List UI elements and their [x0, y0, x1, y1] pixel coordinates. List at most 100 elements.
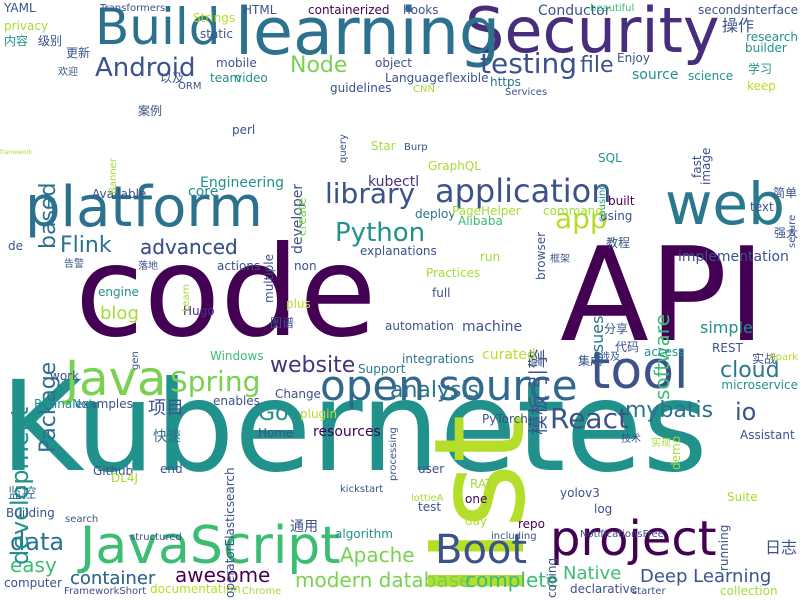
word-cloud-word: Spark	[769, 352, 798, 363]
word-cloud-word: Flink	[60, 233, 112, 258]
word-cloud-word: flexible	[445, 71, 489, 85]
word-cloud-word: Learn	[181, 283, 192, 312]
word-cloud-word: 以及	[160, 71, 185, 85]
word-cloud-word: Building	[6, 506, 55, 520]
word-cloud-word: RetinaNet	[34, 397, 94, 411]
word-cloud-word: https	[490, 75, 521, 89]
word-cloud-word: Apache	[340, 543, 415, 567]
word-cloud-word: image	[699, 147, 713, 185]
word-cloud-word: based	[36, 182, 61, 249]
word-cloud-word: modern database	[295, 568, 472, 592]
word-cloud-word: 案例	[138, 104, 163, 118]
word-cloud-word: 落地	[138, 261, 158, 272]
word-cloud-word: demo	[669, 436, 683, 471]
word-cloud-word: 更新	[66, 46, 91, 60]
word-cloud-word: collection	[720, 584, 778, 598]
word-cloud-word: SQL	[598, 151, 622, 165]
word-cloud-word: Boot	[435, 527, 528, 573]
word-cloud-word: log	[594, 502, 613, 516]
word-cloud-word: easy	[10, 553, 57, 577]
word-cloud-word: operatorElasticsearch	[223, 467, 237, 598]
word-cloud-word: Strings	[193, 11, 236, 25]
word-cloud-word: 监控	[8, 486, 36, 502]
word-cloud-word: 告警	[64, 259, 84, 270]
word-cloud-word: advanced	[140, 235, 238, 259]
word-cloud-word: PageHelper	[452, 204, 521, 218]
word-cloud-word: Enjoy	[617, 51, 650, 65]
word-cloud-word: Star	[371, 139, 396, 153]
word-cloud-word: Build	[95, 0, 221, 56]
word-cloud-word: 集成	[578, 354, 603, 368]
word-cloud-word: Go	[258, 401, 289, 426]
word-cloud-word: Burp	[404, 142, 428, 153]
word-cloud-word: multiple	[262, 253, 276, 303]
word-cloud-word: CNN	[413, 84, 435, 95]
word-cloud-word: analysis	[390, 378, 480, 403]
word-cloud-word: 图谱	[270, 316, 295, 330]
word-cloud-word: perl	[232, 123, 256, 137]
word-cloud-word: Assistant	[740, 428, 795, 442]
word-cloud-word: Chrome	[242, 586, 282, 597]
word-cloud-word: search	[65, 514, 99, 525]
word-cloud-word: test	[418, 500, 442, 514]
word-cloud-word: explanations	[360, 244, 437, 258]
word-cloud-word: Support	[358, 362, 406, 376]
word-cloud-word: learning	[235, 0, 501, 70]
word-cloud-word: lottieA	[411, 493, 444, 504]
word-cloud-word: 实现	[651, 438, 671, 449]
word-cloud-word: 学习	[748, 62, 773, 76]
word-cloud-word: Home	[258, 426, 294, 440]
word-cloud-word: end	[160, 462, 183, 476]
word-cloud-word: interface	[744, 3, 798, 17]
word-cloud-word: query	[338, 133, 349, 163]
word-cloud-word: cloud	[720, 358, 780, 383]
word-cloud-word: Security	[465, 0, 720, 67]
word-cloud-word: Services	[505, 87, 548, 98]
word-cloud-word: day	[465, 514, 488, 528]
word-cloud-word: API	[560, 219, 766, 371]
word-cloud-word: create	[295, 197, 309, 236]
word-cloud-word: container	[70, 568, 156, 589]
word-cloud-word: tool	[590, 341, 689, 401]
word-cloud-word: blog	[100, 303, 139, 324]
word-cloud-word: secure	[787, 214, 798, 248]
word-cloud-word: resources	[313, 424, 381, 440]
word-cloud-word: website	[270, 353, 356, 378]
word-cloud-word: Spring	[170, 365, 261, 398]
word-cloud-word: 通用	[290, 519, 318, 535]
word-cloud-word: Java	[65, 351, 167, 407]
word-cloud-word: platform	[25, 175, 263, 240]
word-cloud-word: computer	[4, 576, 62, 590]
word-cloud-word: 级别	[38, 34, 63, 48]
word-cloud-word: DL4J	[111, 471, 139, 485]
word-cloud-word: built	[608, 194, 635, 208]
word-cloud-word: research	[746, 30, 798, 44]
word-cloud-word: 欢迎	[58, 67, 78, 78]
word-cloud-word: data	[10, 528, 65, 556]
word-cloud-word: curated	[482, 347, 536, 363]
word-cloud-word: running	[717, 524, 731, 572]
word-cloud-word: Github	[93, 464, 134, 478]
word-cloud-word: YAML	[4, 1, 36, 15]
word-cloud-word: mobile	[216, 56, 257, 70]
word-cloud-word: actions	[217, 259, 261, 273]
word-cloud-word: deploy	[415, 207, 456, 221]
word-cloud-word: Banner	[108, 158, 119, 194]
word-cloud-word: library	[325, 177, 416, 210]
word-cloud-word: command	[543, 204, 603, 218]
word-cloud-word: access	[644, 345, 685, 359]
word-cloud-word: Kubernetes	[0, 355, 708, 500]
word-cloud-word: source	[632, 67, 679, 83]
word-cloud-word: RAT	[470, 477, 493, 491]
word-cloud-word: browser	[534, 232, 548, 281]
word-cloud-word: one	[465, 492, 488, 506]
word-cloud-word: containerized	[308, 3, 390, 17]
word-cloud-word: PyTorch	[482, 412, 528, 426]
word-cloud-word: algorithm	[335, 527, 393, 541]
word-cloud-word: engine	[98, 285, 139, 299]
word-cloud-word: mybatis	[625, 398, 714, 423]
word-cloud-word: gen	[130, 350, 141, 370]
word-cloud-word: application	[435, 172, 612, 210]
word-cloud-word: work	[50, 369, 80, 383]
